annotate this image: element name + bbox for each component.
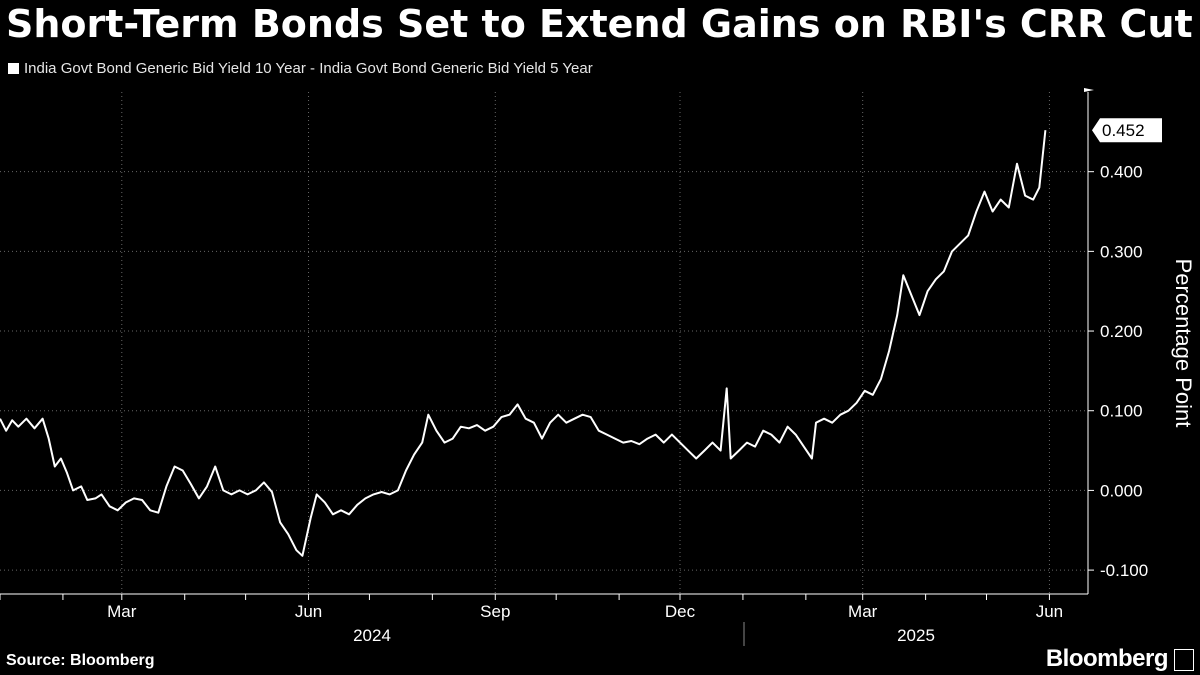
x-year-label: 2025 [897, 626, 935, 645]
last-value-label: 0.452 [1102, 121, 1145, 140]
y-tick-label: 0.200 [1100, 322, 1143, 341]
y-axis-title: Percentage Point [1171, 259, 1196, 428]
x-tick-label: Jun [1036, 602, 1063, 621]
x-tick-label: Dec [665, 602, 696, 621]
last-value-badge [1092, 118, 1162, 143]
legend-label: India Govt Bond Generic Bid Yield 10 Yea… [24, 60, 593, 77]
series-line [0, 130, 1047, 557]
axes [0, 88, 1094, 646]
axis-labels: -0.100 0.000 0.100 0.200 0.300 0.400 Mar Jun Sep… [107, 118, 1196, 645]
y-tick-label: 0.100 [1100, 402, 1143, 421]
legend: India Govt Bond Generic Bid Yield 10 Yea… [8, 60, 593, 77]
source-note: Source: Bloomberg [6, 652, 155, 669]
y-axis-arrow [1084, 88, 1094, 92]
x-tick-label: Mar [848, 602, 878, 621]
x-tick-label: Mar [107, 602, 137, 621]
x-tick-label: Sep [480, 602, 510, 621]
chart-title: Short-Term Bonds Set to Extend Gains on … [6, 2, 1193, 46]
legend-swatch [8, 63, 19, 74]
y-tick-label: 0.000 [1100, 481, 1143, 500]
y-tick-label: 0.400 [1100, 163, 1143, 182]
x-tick-label: Jun [295, 602, 322, 621]
y-tick-label: -0.100 [1100, 561, 1148, 580]
bloomberg-logo: Bloomberg [1045, 645, 1169, 672]
y-tick-label: 0.300 [1100, 242, 1143, 261]
plot-area [0, 130, 1047, 557]
bloomberg-mark-icon [1174, 649, 1194, 671]
grid [0, 92, 1088, 594]
x-year-label: 2024 [353, 626, 391, 645]
